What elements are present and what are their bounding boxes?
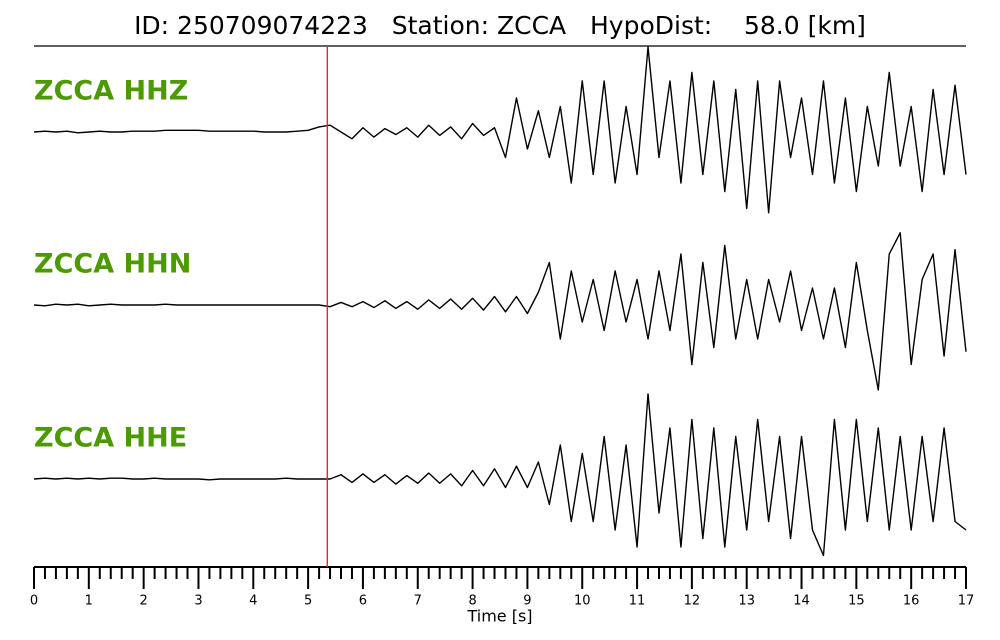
x-tick-label: 17	[958, 594, 975, 609]
x-tick-label: 14	[793, 594, 810, 609]
x-tick-label: 11	[629, 594, 646, 609]
trace-line	[33, 393, 967, 557]
x-tick-label: 8	[468, 594, 476, 609]
x-tick-label: 5	[304, 594, 312, 609]
x-tick-label: 0	[30, 594, 38, 609]
x-tick-label: 6	[359, 594, 367, 609]
x-tick-label: 3	[194, 594, 202, 609]
chart-title: ID: 250709074223 Station: ZCCA HypoDist:…	[134, 11, 866, 40]
x-tick-label: 2	[140, 594, 148, 609]
x-axis-label: Time [s]	[466, 607, 532, 626]
x-tick-label: 12	[684, 594, 701, 609]
x-tick-label: 10	[574, 594, 591, 609]
x-tick-label: 1	[85, 594, 93, 609]
x-tick-label: 15	[848, 594, 865, 609]
trace-label: ZCCA HHN	[34, 249, 191, 280]
x-tick-label: 9	[523, 594, 531, 609]
x-tick-label: 7	[414, 594, 422, 609]
x-tick-label: 4	[249, 594, 257, 609]
trace-line	[33, 46, 967, 214]
trace-line	[33, 232, 967, 391]
trace-label: ZCCA HHZ	[34, 76, 188, 107]
x-tick-label: 13	[738, 594, 755, 609]
trace-label: ZCCA HHE	[34, 423, 187, 454]
x-tick-label: 16	[903, 594, 920, 609]
